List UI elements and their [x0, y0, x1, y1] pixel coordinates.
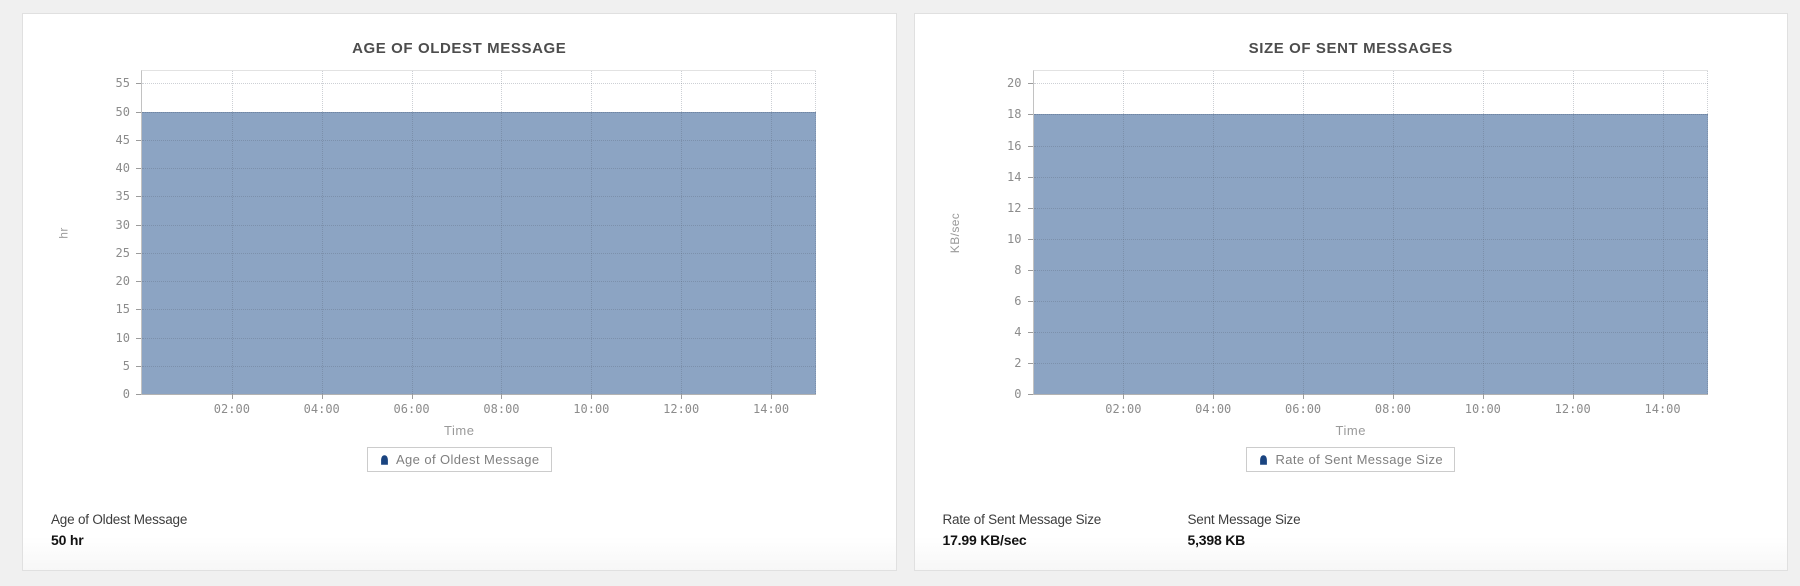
stat-label: Rate of Sent Message Size [942, 512, 1102, 527]
stats-row: Rate of Sent Message Size 17.99 KB/sec S… [943, 512, 1788, 548]
stat-value: 17.99 KB/sec [942, 532, 1027, 548]
stat-age-of-oldest-message: Age of Oldest Message 50 hr [51, 512, 296, 548]
plot-area: hr 0 5 10 15 20 25 30 35 40 45 50 55 02:00 04:00 06:00… [57, 70, 816, 416]
x-axis-title: Time [1335, 423, 1366, 438]
legend-item[interactable]: Age of Oldest Message [366, 447, 552, 472]
legend-row: Age of Oldest Message [23, 447, 896, 472]
stat-label: Sent Message Size [1187, 512, 1301, 527]
area-series-icon [1260, 454, 1268, 465]
stat-value: 50 hr [51, 532, 84, 548]
stat-value: 5,398 KB [1187, 532, 1246, 548]
chart-title: AGE OF OLDEST MESSAGE [352, 40, 567, 57]
chart-card-age-of-oldest-message: AGE OF OLDEST MESSAGE hr 0 5 10 15 20 25 30 35 4… [22, 13, 897, 571]
stat-rate-of-sent-message-size: Rate of Sent Message Size 17.99 KB/sec [943, 512, 1188, 548]
stat-sent-message-size: Sent Message Size 5,398 KB [1188, 512, 1433, 548]
chart-card-size-of-sent-messages: SIZE OF SENT MESSAGES KB/sec 0 2 4 6 8 10 12 14… [913, 13, 1788, 571]
legend-row: Rate of Sent Message Size [915, 447, 1788, 472]
legend-item[interactable]: Rate of Sent Message Size [1246, 447, 1456, 472]
stats-row: Age of Oldest Message 50 hr [51, 512, 896, 548]
stat-label: Age of Oldest Message [51, 512, 188, 527]
area-series-icon [381, 454, 388, 465]
legend-label: Rate of Sent Message Size [1275, 452, 1444, 467]
chart-title: SIZE OF SENT MESSAGES [1248, 40, 1453, 57]
legend-label: Age of Oldest Message [395, 452, 540, 467]
x-axis-title: Time [444, 423, 475, 438]
plot-area: KB/sec 0 2 4 6 8 10 12 14 16 18 20 02:00 04:00 06:00 0… [949, 70, 1708, 416]
y-axis-unit-label: hr [56, 226, 71, 239]
y-axis-unit-label: KB/sec [948, 212, 963, 253]
